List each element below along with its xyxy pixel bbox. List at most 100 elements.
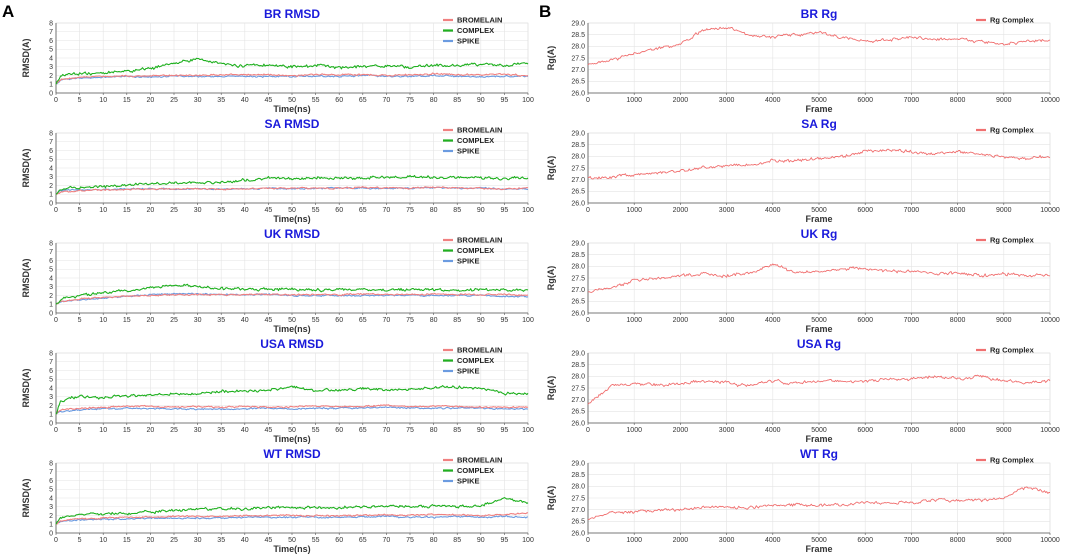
legend-label: Rg Complex — [990, 16, 1035, 25]
legend-label: BROMELAIN — [457, 456, 502, 465]
x-axis-label: Frame — [805, 324, 832, 334]
legend-label: SPIKE — [457, 147, 480, 156]
x-tick-label: 60 — [335, 207, 343, 214]
x-tick-label: 95 — [501, 97, 509, 104]
y-tick-label: 5 — [49, 377, 53, 384]
y-tick-label: 28.5 — [571, 252, 585, 259]
y-tick-label: 1 — [49, 412, 53, 419]
y-tick-label: 7 — [49, 249, 53, 256]
x-tick-label: 100 — [522, 427, 534, 434]
y-tick-label: 0 — [49, 420, 53, 427]
br-rg-chart: 0 1000 2000 3000 4000 5000 6000 7000 8000 9000 100… — [546, 7, 1060, 114]
x-tick-label: 0 — [54, 537, 58, 544]
series-line-bromelain — [55, 404, 529, 415]
series-line-complex — [55, 57, 529, 85]
x-tick-label: 4000 — [765, 317, 781, 324]
x-tick-label: 4000 — [765, 207, 781, 214]
x-tick-label: 3000 — [719, 207, 735, 214]
x-tick-label: 100 — [522, 317, 534, 324]
x-tick-label: 85 — [453, 97, 461, 104]
x-tick-label: 25 — [170, 537, 178, 544]
series-line-spike — [55, 292, 529, 305]
legend-label: SPIKE — [457, 477, 480, 486]
chart-title: USA Rg — [797, 337, 841, 351]
x-tick-label: 6000 — [857, 317, 873, 324]
x-tick-label: 0 — [54, 97, 58, 104]
y-tick-label: 3 — [49, 394, 53, 401]
x-tick-label: 9000 — [996, 537, 1012, 544]
x-tick-label: 60 — [335, 427, 343, 434]
y-tick-label: 27.0 — [571, 177, 585, 184]
y-tick-label: 2 — [49, 403, 53, 410]
y-tick-label: 26.0 — [571, 200, 585, 207]
y-tick-label: 2 — [49, 73, 53, 80]
x-tick-label: 0 — [586, 427, 590, 434]
x-tick-label: 5 — [78, 427, 82, 434]
y-tick-label: 4 — [49, 495, 53, 502]
y-tick-label: 7 — [49, 469, 53, 476]
x-tick-label: 25 — [170, 97, 178, 104]
x-tick-label: 5 — [78, 317, 82, 324]
x-tick-label: 80 — [430, 207, 438, 214]
x-tick-label: 15 — [123, 317, 131, 324]
legend-label: SPIKE — [457, 367, 480, 376]
x-tick-label: 80 — [430, 427, 438, 434]
x-tick-label: 25 — [170, 317, 178, 324]
legend-label: Rg Complex — [990, 126, 1035, 135]
x-tick-label: 10000 — [1040, 537, 1060, 544]
x-tick-label: 70 — [383, 97, 391, 104]
x-tick-label: 95 — [501, 427, 509, 434]
x-tick-label: 55 — [312, 427, 320, 434]
x-tick-label: 6000 — [857, 97, 873, 104]
y-tick-label: 1 — [49, 82, 53, 89]
y-axis-label: RMSD(A) — [21, 149, 31, 188]
x-tick-label: 100 — [522, 537, 534, 544]
x-tick-label: 60 — [335, 537, 343, 544]
usa-rmsd-chart: 0 5 10 15 20 25 30 35 40 45 50 55 60 65 70 75 80 85 90 95 10… — [21, 337, 534, 444]
chart-title: USA RMSD — [260, 337, 324, 351]
y-axis-label: RMSD(A) — [21, 369, 31, 408]
series-line-complex — [55, 385, 529, 415]
y-tick-label: 0 — [49, 90, 53, 97]
x-tick-label: 0 — [586, 317, 590, 324]
x-tick-label: 75 — [406, 537, 414, 544]
x-tick-label: 45 — [265, 97, 273, 104]
x-axis-label: Time(ns) — [273, 214, 310, 224]
x-tick-label: 2000 — [673, 317, 689, 324]
x-tick-label: 25 — [170, 427, 178, 434]
y-tick-label: 27.5 — [571, 165, 585, 172]
y-tick-label: 27.5 — [571, 385, 585, 392]
x-tick-label: 45 — [265, 317, 273, 324]
x-tick-label: 5000 — [811, 537, 827, 544]
x-tick-label: 65 — [359, 537, 367, 544]
series-line-rg-complex — [587, 486, 1050, 521]
y-tick-label: 7 — [49, 29, 53, 36]
y-tick-label: 28.5 — [571, 142, 585, 149]
series-line-bromelain — [55, 512, 528, 525]
y-tick-label: 27.5 — [571, 275, 585, 282]
y-axis-label: Rg(A) — [546, 266, 556, 291]
x-tick-label: 35 — [217, 537, 225, 544]
x-tick-label: 45 — [265, 207, 273, 214]
y-tick-label: 28.0 — [571, 154, 585, 161]
y-tick-label: 29.0 — [571, 460, 585, 467]
x-tick-label: 35 — [217, 317, 225, 324]
y-tick-label: 0 — [49, 310, 53, 317]
x-tick-label: 70 — [383, 537, 391, 544]
y-tick-label: 8 — [49, 130, 53, 137]
x-tick-label: 7000 — [904, 207, 920, 214]
x-tick-label: 85 — [453, 537, 461, 544]
x-tick-label: 85 — [453, 317, 461, 324]
series-line-complex — [55, 497, 529, 525]
y-tick-label: 8 — [49, 350, 53, 357]
x-tick-label: 5000 — [811, 427, 827, 434]
br-rmsd-chart: 0 5 10 15 20 25 30 35 40 45 50 55 60 65 70 75 80 85 90 95 10… — [21, 7, 534, 114]
x-tick-label: 30 — [194, 207, 202, 214]
x-tick-label: 60 — [335, 317, 343, 324]
legend-label: Rg Complex — [990, 456, 1035, 465]
y-axis-label: Rg(A) — [546, 156, 556, 181]
x-axis-label: Time(ns) — [273, 434, 310, 444]
y-tick-label: 29.0 — [571, 350, 585, 357]
x-tick-label: 10 — [99, 537, 107, 544]
